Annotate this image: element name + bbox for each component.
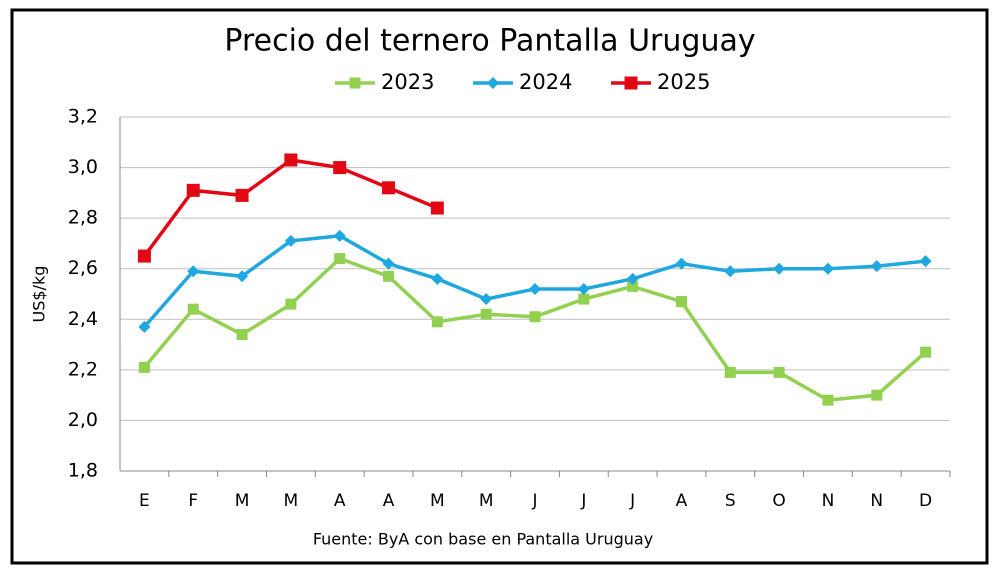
point [236, 328, 248, 340]
point [577, 282, 590, 295]
point [430, 201, 444, 215]
point [480, 293, 493, 306]
point [284, 234, 297, 247]
y-tick-label: 3,2 [68, 106, 98, 128]
x-tick-label: A [334, 491, 346, 511]
point [236, 270, 249, 283]
point [870, 260, 883, 273]
point [333, 161, 347, 175]
x-tick-label: M [235, 491, 250, 511]
point [627, 280, 639, 292]
point [235, 188, 249, 202]
point [920, 346, 932, 358]
point [626, 272, 639, 285]
x-tick-label: D [919, 491, 932, 511]
frame [10, 8, 989, 565]
point [431, 316, 443, 328]
point [285, 298, 297, 310]
y-tick-label: 3,0 [68, 156, 98, 178]
point [529, 311, 541, 323]
point [186, 183, 200, 197]
x-tick-label: N [822, 491, 835, 511]
point [529, 282, 541, 295]
point [480, 308, 492, 320]
y-tick-label: 1,8 [68, 460, 98, 482]
legend-marker [349, 77, 361, 89]
point [187, 265, 200, 278]
point [675, 296, 687, 308]
point [187, 303, 199, 315]
point [334, 253, 346, 265]
point [773, 262, 786, 275]
point [724, 265, 737, 278]
x-tick-label: J [580, 491, 586, 511]
x-tick-label: A [676, 491, 688, 511]
legend-label: 2025 [657, 70, 710, 94]
y-tick-label: 2,8 [68, 207, 98, 229]
y-tick-label: 2,2 [68, 358, 98, 380]
point [724, 366, 736, 378]
chart-title: Precio del ternero Pantalla Uruguay [224, 24, 755, 59]
point [773, 366, 785, 378]
x-tick-label: N [870, 491, 883, 511]
point [578, 293, 590, 305]
point [138, 361, 150, 373]
x-tick-label: A [383, 491, 395, 511]
source-note: Fuente: ByA con base en Pantalla Uruguay [313, 530, 653, 549]
legend-marker [487, 77, 499, 89]
x-tick-label: F [188, 491, 198, 511]
point [431, 272, 444, 285]
point [919, 255, 932, 268]
point [871, 389, 883, 401]
legend-label: 2023 [381, 70, 434, 94]
x-tick-label: J [531, 491, 537, 511]
point [138, 320, 151, 333]
point [821, 262, 834, 275]
point [382, 257, 395, 270]
legend-marker [624, 76, 638, 90]
x-tick-label: J [629, 491, 635, 511]
y-tick-label: 2,6 [68, 257, 98, 279]
y-tick-label: 2,4 [68, 308, 98, 330]
y-axis-title: US$/kg [30, 266, 49, 323]
point [137, 249, 151, 263]
point [675, 257, 688, 270]
x-tick-label: S [725, 491, 736, 511]
point [822, 394, 834, 406]
y-tick-label: 2,0 [68, 409, 98, 431]
point [333, 229, 346, 242]
legend-label: 2024 [519, 70, 572, 94]
x-tick-label: M [430, 491, 445, 511]
x-tick-label: O [772, 491, 785, 511]
x-tick-label: M [284, 491, 299, 511]
point [382, 181, 396, 195]
x-tick-label: E [139, 491, 150, 511]
point [284, 153, 298, 167]
x-tick-label: M [479, 491, 494, 511]
point [383, 270, 395, 282]
